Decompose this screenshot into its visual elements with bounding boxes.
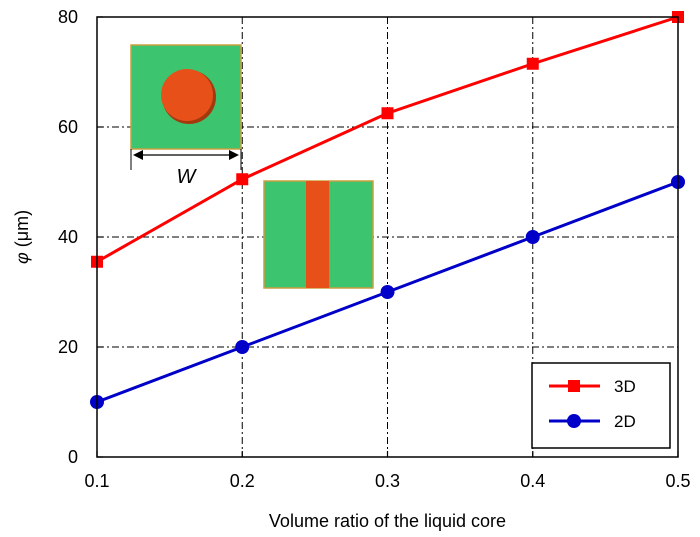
inset-2d-core [306,181,329,288]
legend-marker-2D [567,414,581,428]
x-tick-label: 0.4 [520,471,545,491]
y-tick-labels: 0 20 40 60 80 [58,7,78,467]
x-tick-label: 0.1 [84,471,109,491]
y-tick-label: 80 [58,7,78,27]
inset-3d-core [161,69,213,121]
legend-box [531,362,671,449]
data-point-2D [525,230,540,244]
y-tick-label: 20 [58,337,78,357]
y-axis-symbol: φ [12,252,32,264]
data-point-3D [236,173,249,186]
legend-label-2D: 2D [614,412,636,431]
inset-width-arrowhead-left [133,150,143,160]
y-axis-unit: (μm) [12,210,32,252]
legend: 3D 2D [531,362,671,449]
x-tick-labels: 0.1 0.2 0.3 0.4 0.5 [84,471,690,491]
inset-width-arrowhead-right [229,150,239,160]
data-point-3D [526,57,539,70]
y-tick-label: 0 [68,447,78,467]
x-tick-label: 0.3 [375,471,400,491]
insets: W [130,44,374,289]
legend-marker-3D [568,380,580,392]
y-tick-label: 60 [58,117,78,137]
data-point-2D [235,340,250,354]
ticks [96,16,679,458]
x-tick-label: 0.5 [665,471,690,491]
data-point-2D [380,285,395,299]
x-axis-title: Volume ratio of the liquid core [269,511,506,531]
inset-width-label: W [177,166,198,188]
y-tick-label: 40 [58,227,78,247]
legend-label-3D: 3D [614,377,636,396]
data-point-3D [381,107,394,120]
x-tick-label: 0.2 [230,471,255,491]
y-axis-title: φ (μm) [12,210,32,264]
